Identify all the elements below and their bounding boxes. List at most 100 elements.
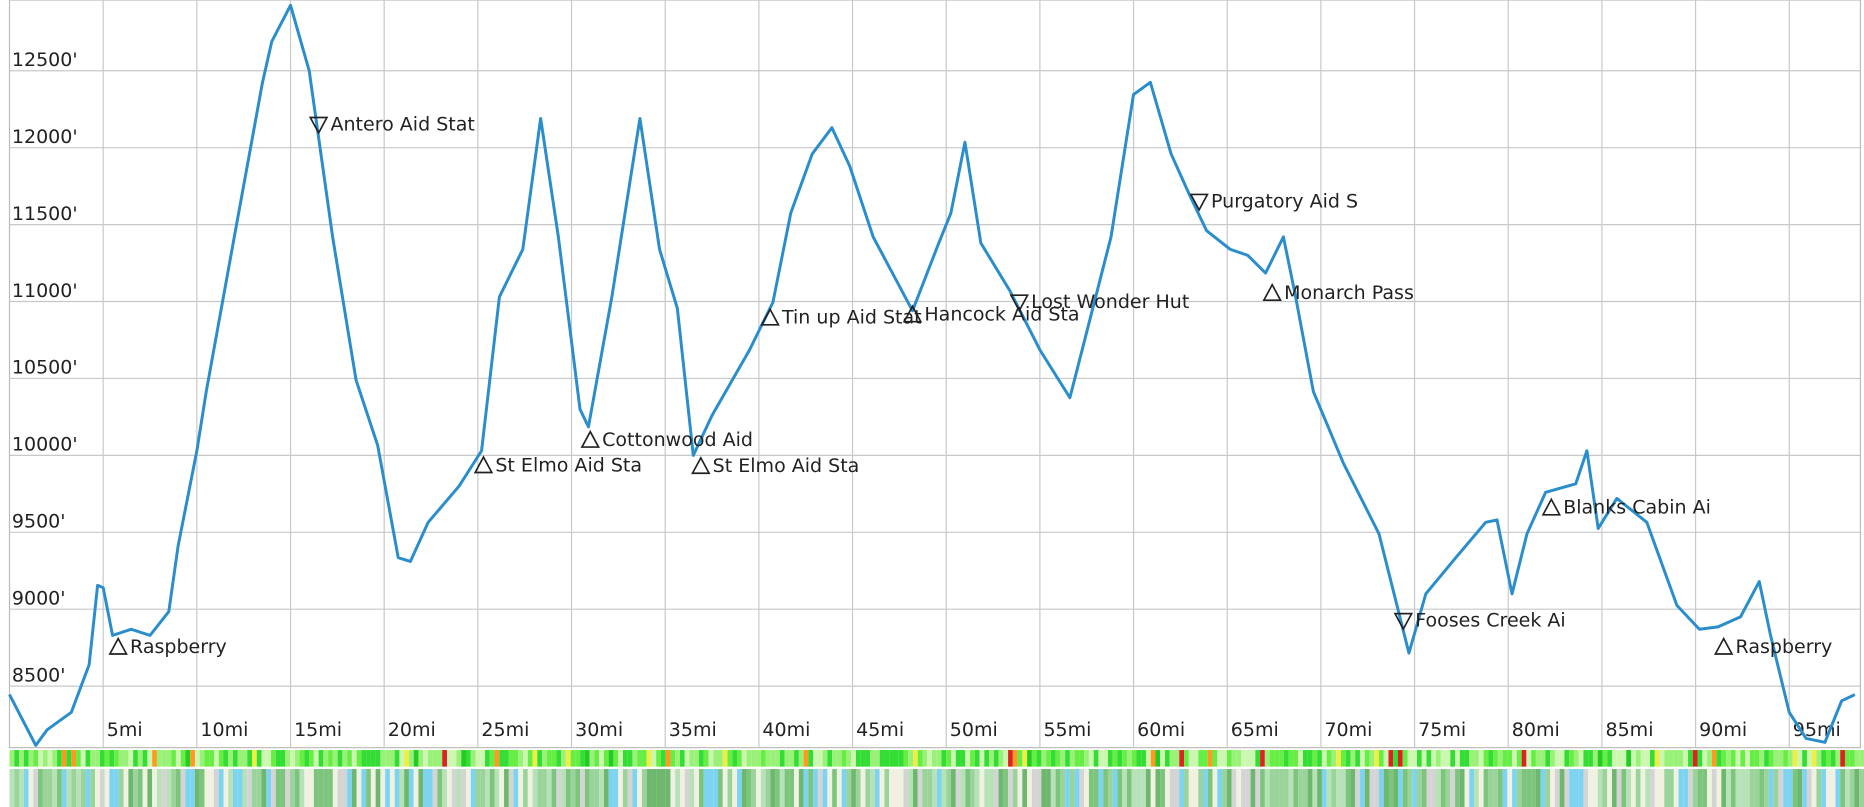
stripe — [199, 750, 205, 767]
stripe — [874, 750, 880, 767]
stripe — [827, 769, 833, 807]
stripe — [228, 750, 233, 767]
stripe — [423, 769, 428, 807]
stripe — [1031, 769, 1037, 807]
stripe — [1245, 769, 1251, 807]
stripe — [1079, 769, 1085, 807]
stripe — [480, 750, 486, 767]
stripe — [1103, 769, 1108, 807]
x-tick-label: 90mi — [1699, 719, 1747, 741]
stripe — [1440, 750, 1446, 767]
stripe — [594, 769, 600, 807]
stripe — [1602, 750, 1608, 767]
stripe — [1488, 750, 1494, 767]
y-tick-label: 9000' — [12, 587, 66, 609]
stripe — [152, 750, 157, 767]
stripe — [1340, 750, 1346, 767]
stripe — [1212, 750, 1218, 767]
stripe — [1088, 769, 1094, 807]
stripe — [855, 769, 861, 807]
stripe — [1345, 750, 1351, 767]
stripe — [1626, 769, 1631, 807]
stripe — [1283, 750, 1289, 767]
stripe — [546, 769, 552, 807]
stripe — [1336, 750, 1341, 767]
stripe — [1017, 769, 1023, 807]
stripe — [1169, 750, 1175, 767]
stripe — [1165, 769, 1170, 807]
x-tick-label: 40mi — [762, 719, 810, 741]
stripe — [779, 769, 785, 807]
stripe — [1236, 750, 1242, 767]
stripe — [936, 769, 942, 807]
stripe — [803, 750, 809, 767]
stripe — [61, 750, 67, 767]
stripe — [841, 750, 847, 767]
stripe — [28, 769, 34, 807]
stripe — [185, 769, 191, 807]
stripe — [109, 769, 115, 807]
stripe — [1493, 750, 1498, 767]
stripe — [1012, 769, 1018, 807]
stripe — [1364, 769, 1370, 807]
stripe — [979, 769, 985, 807]
stripe — [1317, 769, 1322, 807]
stripe — [76, 750, 81, 767]
stripe — [979, 750, 985, 767]
stripe — [1174, 769, 1180, 807]
stripe — [451, 750, 457, 767]
stripe — [637, 750, 642, 767]
stripe — [1830, 750, 1836, 767]
stripe — [1631, 750, 1636, 767]
stripe — [1122, 769, 1127, 807]
stripe — [1117, 769, 1123, 807]
stripe — [508, 769, 514, 807]
stripe — [427, 769, 433, 807]
stripe — [1293, 769, 1299, 807]
stripe — [770, 769, 776, 807]
stripe — [494, 750, 500, 767]
stripe — [1317, 750, 1322, 767]
stripe — [114, 750, 119, 767]
stripe — [1222, 769, 1227, 807]
stripe — [475, 769, 481, 807]
stripe — [1046, 750, 1051, 767]
stripe — [1398, 769, 1403, 807]
stripe — [52, 750, 58, 767]
stripe — [917, 750, 923, 767]
stripe — [1602, 769, 1608, 807]
stripe — [917, 769, 923, 807]
stripe — [1493, 769, 1498, 807]
stripe — [1707, 750, 1712, 767]
stripe — [1198, 750, 1204, 767]
stripe — [466, 750, 471, 767]
stripe — [922, 750, 928, 767]
stripe — [1188, 750, 1194, 767]
stripe — [404, 769, 409, 807]
stripe — [19, 769, 24, 807]
stripe — [1840, 750, 1845, 767]
stripe — [461, 769, 466, 807]
stripe — [1307, 750, 1313, 767]
stripe — [1516, 769, 1522, 807]
stripe — [242, 750, 248, 767]
stripe — [1107, 750, 1113, 767]
stripe — [133, 769, 138, 807]
stripe — [1141, 769, 1146, 807]
stripe — [1512, 750, 1517, 767]
stripe — [456, 750, 462, 767]
stripe — [161, 750, 167, 767]
stripe — [1226, 750, 1232, 767]
stripe — [1022, 769, 1028, 807]
stripe — [147, 769, 153, 807]
stripe — [1459, 769, 1465, 807]
stripe — [1274, 769, 1280, 807]
stripe — [551, 769, 557, 807]
stripe — [1374, 750, 1379, 767]
stripe — [1207, 750, 1213, 767]
stripe — [1131, 769, 1137, 807]
stripe — [1474, 769, 1479, 807]
stripe — [1702, 769, 1708, 807]
stripe — [993, 750, 999, 767]
stripe — [689, 769, 695, 807]
